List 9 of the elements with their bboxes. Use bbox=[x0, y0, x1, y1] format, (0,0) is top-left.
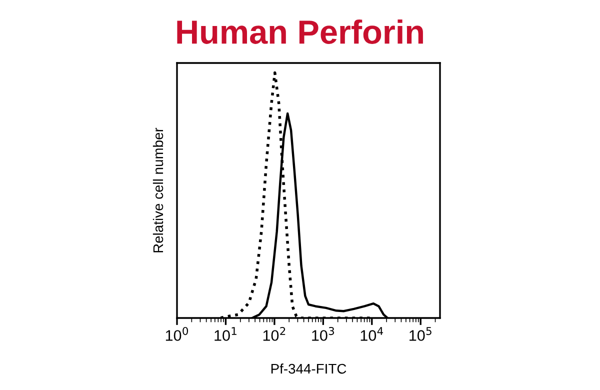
y-axis-title: Relative cell number bbox=[152, 128, 164, 252]
chart-title: Human Perforin bbox=[177, 19, 423, 44]
x-tick-label: 10$^{5}$ bbox=[410, 327, 432, 341]
x-tick-label: 10$^{3}$ bbox=[312, 326, 334, 341]
x-tick-label: 10$^{1}$ bbox=[214, 327, 236, 341]
x-axis-title: Pf-344-FITC bbox=[271, 364, 346, 374]
x-tick-label: 10$^{4}$ bbox=[360, 327, 384, 341]
x-tick-label: 10$^{2}$ bbox=[263, 326, 286, 341]
x-tick-label: 10$^{0}$ bbox=[166, 326, 188, 341]
